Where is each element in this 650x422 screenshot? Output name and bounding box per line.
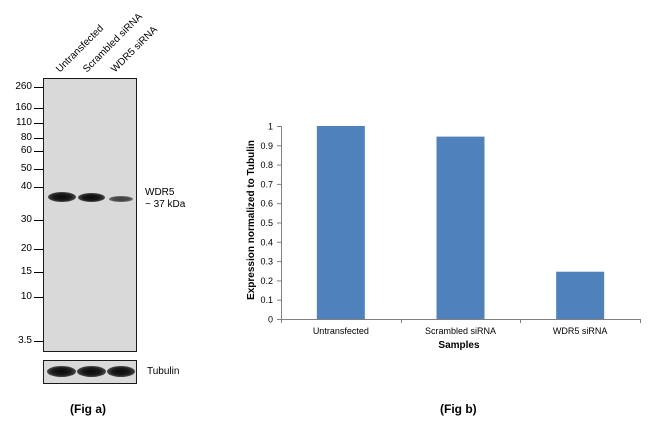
y-axis-title: Expression normalized to Tubulin xyxy=(246,140,257,300)
y-tick-label: 0.8 xyxy=(260,160,273,170)
mw-marker-160: 160 xyxy=(15,102,32,113)
x-tick-label: Untransfected xyxy=(313,326,369,336)
band-scrambled xyxy=(78,193,105,202)
y-tick-label: 0.1 xyxy=(260,295,273,305)
bar xyxy=(556,271,605,319)
mw-marker-10: 10 xyxy=(20,291,32,302)
x-tick-label: Scrambled siRNA xyxy=(425,326,496,336)
y-tick-label: 1 xyxy=(268,122,273,132)
blot-image-wdr5 xyxy=(43,78,137,352)
mw-marker-20: 20 xyxy=(20,243,32,254)
y-tick-label: 0.9 xyxy=(260,141,273,151)
y-tick-label: 0 xyxy=(268,315,273,325)
y-tick-label: 0.5 xyxy=(260,218,273,228)
y-tick-label: 0.6 xyxy=(260,199,273,209)
y-tick-label: 0.2 xyxy=(260,276,273,286)
y-tick-label: 0.4 xyxy=(260,237,273,247)
mw-tick-lines xyxy=(34,87,43,342)
bar xyxy=(316,126,365,319)
band-wdr5-sirna xyxy=(109,196,133,202)
y-tick-label: 0.3 xyxy=(260,257,273,267)
band-label-kda: ~ 37 kDa xyxy=(145,199,186,210)
blot-image-tubulin xyxy=(43,360,137,384)
tubulin-band-wdr5-sirna xyxy=(107,366,135,377)
y-axis: 0 0.1 0.2 0.3 0.4 0.5 0.6 0.7 0.8 0.9 1 xyxy=(260,122,282,325)
tubulin-band-untransfected xyxy=(47,366,76,377)
x-tick-label: WDR5 siRNA xyxy=(553,326,608,336)
bars xyxy=(316,126,605,319)
mw-marker-50: 50 xyxy=(20,163,32,174)
tubulin-band-scrambled xyxy=(77,366,106,377)
fig-b-caption: (Fig b) xyxy=(440,402,477,416)
mw-marker-3-5: 3.5 xyxy=(18,335,32,346)
y-tick-label: 0.7 xyxy=(260,179,273,189)
band-untransfected xyxy=(48,192,76,202)
band-label-wdr5: WDR5 xyxy=(145,187,175,198)
mw-marker-60: 60 xyxy=(20,145,32,156)
mw-marker-80: 80 xyxy=(20,132,32,143)
x-axis: Untransfected Scrambled siRNA WDR5 siRNA xyxy=(281,319,641,336)
mw-marker-260: 260 xyxy=(15,81,32,92)
mw-marker-40: 40 xyxy=(20,181,32,192)
x-axis-title: Samples xyxy=(438,340,480,351)
mw-marker-110: 110 xyxy=(16,117,32,128)
mw-marker-15: 15 xyxy=(20,266,32,277)
fig-a-caption: (Fig a) xyxy=(70,402,106,416)
bar xyxy=(436,136,485,319)
mw-marker-30: 30 xyxy=(20,214,32,225)
loading-control-label: Tubulin xyxy=(147,366,180,377)
